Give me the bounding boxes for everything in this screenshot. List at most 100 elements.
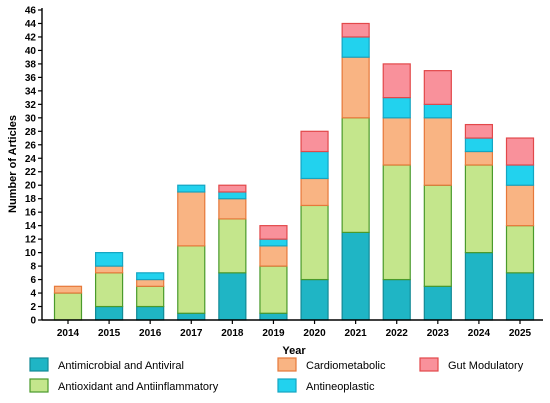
- bar-2021-series-3: [341, 36, 370, 58]
- bar-2014-series-1: [53, 292, 83, 321]
- x-tick-label-2021: 2021: [345, 328, 368, 339]
- bars-layer: [53, 22, 535, 321]
- bar-2018-series-4: [218, 184, 247, 193]
- bar-2024-series-3: [464, 137, 494, 153]
- bar-2022-series-0: [382, 278, 411, 321]
- bar-2015-series-0: [94, 305, 124, 321]
- bar-2016-series-0: [136, 305, 165, 321]
- bar-2019-series-4: [259, 225, 288, 240]
- y-tick-label: 38: [25, 59, 37, 70]
- x-tick-label-2014: 2014: [57, 328, 80, 339]
- bar-2017-series-3: [177, 184, 206, 193]
- bar-2024-series-2: [464, 150, 494, 166]
- bar-2017-series-2: [177, 191, 206, 247]
- y-tick-label: 32: [25, 100, 37, 111]
- y-tick-label: 44: [25, 19, 37, 30]
- bar-2019-series-0: [259, 312, 288, 321]
- y-tick-label: 0: [30, 316, 36, 327]
- y-tick-label: 18: [25, 194, 37, 205]
- legend-swatch-2: [277, 357, 297, 372]
- bar-2016-series-3: [136, 272, 165, 281]
- bar-2015-series-3: [94, 252, 124, 267]
- legend-swatch-0: [29, 357, 49, 372]
- bar-2025-series-2: [505, 184, 535, 227]
- bar-2023-series-0: [423, 285, 452, 321]
- x-tick-label-2024: 2024: [468, 328, 491, 339]
- bar-2015-series-1: [94, 272, 124, 308]
- bar-2023-series-1: [423, 184, 452, 287]
- bar-2020-series-4: [300, 130, 329, 153]
- x-tick-label-2019: 2019: [262, 328, 285, 339]
- y-tick-label: 36: [25, 73, 37, 84]
- y-axis-title: Number of Articles: [7, 115, 19, 213]
- legend-swatch-1: [29, 378, 49, 393]
- bar-2022-series-4: [382, 63, 411, 99]
- bar-2022-series-2: [382, 117, 411, 166]
- bar-2020-series-0: [300, 278, 329, 321]
- x-tick-label-2016: 2016: [139, 328, 162, 339]
- bar-2019-series-3: [259, 238, 288, 247]
- y-tick-label: 8: [30, 262, 36, 273]
- bar-2015-series-2: [94, 265, 124, 274]
- y-tick-label: 46: [25, 6, 37, 17]
- y-tick-label: 4: [30, 289, 36, 300]
- x-axis: 2014 2015 2016 2017 2018 2019 2020 2021 2022 2023…: [42, 319, 543, 339]
- bar-2025-series-3: [505, 164, 535, 186]
- legend-label-2: Cardiometabolic: [306, 360, 386, 372]
- y-tick-label: 20: [25, 181, 37, 192]
- bar-2020-series-2: [300, 177, 329, 207]
- bar-2018-series-2: [218, 198, 247, 220]
- bar-2019-series-1: [259, 265, 288, 314]
- y-tick-label: 2: [30, 302, 36, 313]
- bar-2023-series-3: [423, 103, 452, 119]
- y-axis: 0246810121416182022242628303234363840424…: [25, 6, 43, 327]
- y-tick-label: 16: [25, 208, 37, 219]
- bar-2021-series-1: [341, 117, 370, 234]
- bar-2017-series-1: [177, 245, 206, 314]
- bar-2025-series-4: [505, 137, 535, 166]
- legend-label-1: Antioxidant and Antiinflammatory: [58, 381, 219, 393]
- legend-label-4: Gut Modulatory: [448, 360, 524, 372]
- bar-2022-series-1: [382, 164, 411, 281]
- x-axis-title: Year: [282, 345, 306, 357]
- x-tick-label-2025: 2025: [509, 328, 532, 339]
- bar-2025-series-0: [505, 272, 535, 321]
- y-tick-label: 30: [25, 113, 37, 124]
- x-tick-label-2015: 2015: [98, 328, 121, 339]
- x-tick-label-2022: 2022: [386, 328, 409, 339]
- y-tick-label: 42: [25, 32, 37, 43]
- bar-2019-series-2: [259, 245, 288, 267]
- bar-2020-series-1: [300, 204, 329, 281]
- x-tick-label-2018: 2018: [221, 328, 244, 339]
- legend-swatch-3: [277, 378, 297, 393]
- bar-2020-series-3: [300, 150, 329, 180]
- y-tick-label: 12: [25, 235, 37, 246]
- bar-2025-series-1: [505, 225, 535, 274]
- y-tick-label: 24: [25, 154, 37, 165]
- bar-2024-series-0: [464, 252, 494, 321]
- legend: Antimicrobial and Antiviral Antioxidant a…: [29, 357, 524, 393]
- y-tick-label: 6: [30, 275, 36, 286]
- bar-2018-series-3: [218, 191, 247, 200]
- bar-2016-series-1: [136, 285, 165, 308]
- legend-label-0: Antimicrobial and Antiviral: [58, 360, 184, 372]
- bar-2023-series-2: [423, 117, 452, 186]
- bar-2021-series-4: [341, 22, 370, 38]
- y-tick-label: 10: [25, 248, 37, 259]
- x-tick-label-2017: 2017: [180, 328, 203, 339]
- x-tick-label-2020: 2020: [303, 328, 326, 339]
- bar-2016-series-2: [136, 278, 165, 287]
- bar-2023-series-4: [423, 70, 452, 105]
- bar-2017-series-0: [177, 312, 206, 321]
- bar-2024-series-1: [464, 164, 494, 254]
- y-tick-label: 40: [25, 46, 37, 57]
- bar-2018-series-0: [218, 272, 247, 321]
- bar-2018-series-1: [218, 218, 247, 274]
- legend-swatch-4: [419, 357, 439, 372]
- y-tick-label: 26: [25, 140, 37, 151]
- bar-2014-series-2: [53, 285, 83, 294]
- bar-2022-series-3: [382, 97, 411, 119]
- bar-2021-series-2: [341, 56, 370, 119]
- y-tick-label: 14: [25, 221, 37, 232]
